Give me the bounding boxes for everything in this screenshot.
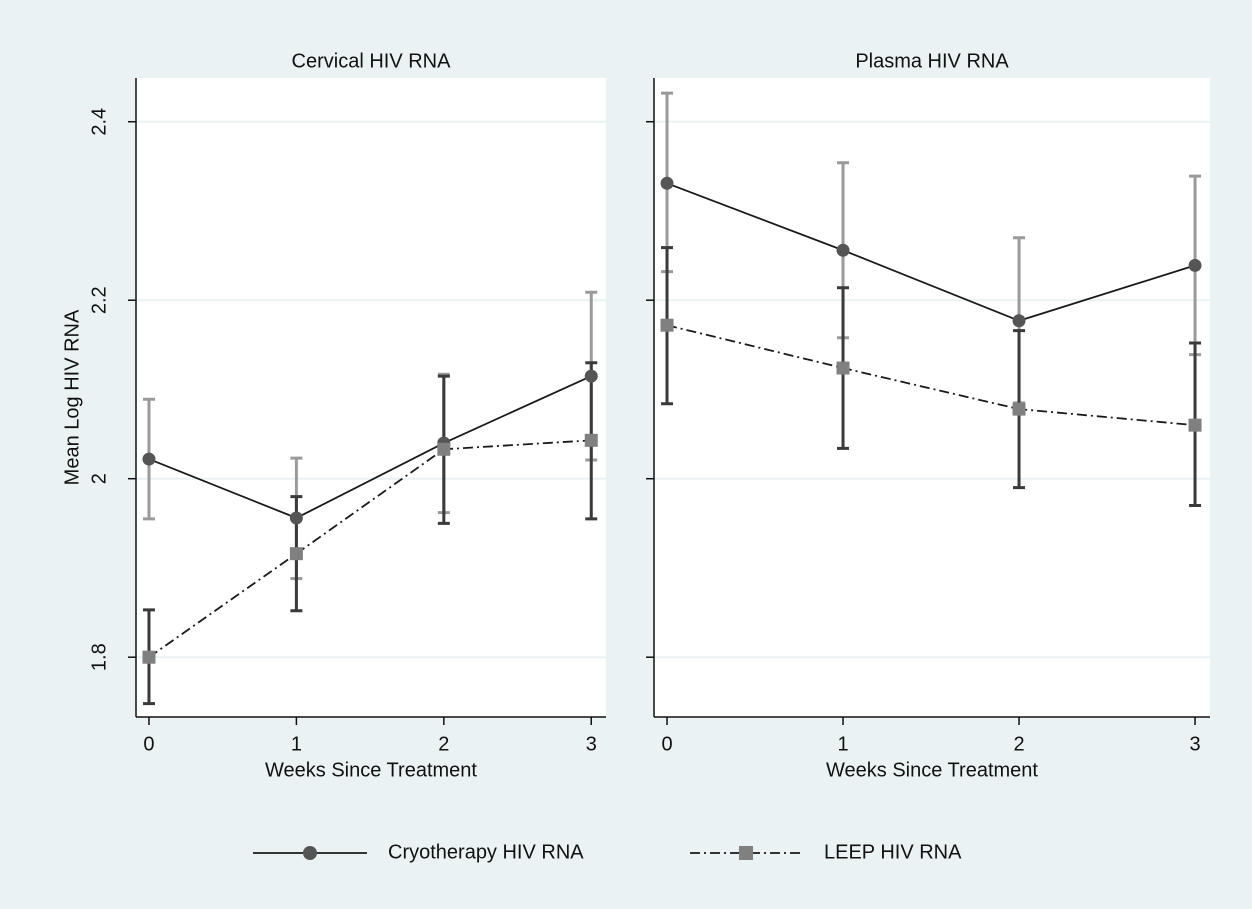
marker [836,243,850,257]
marker [1012,402,1026,416]
x-axis-label: Weeks Since Treatment [826,759,1038,781]
legend-marker [303,846,317,860]
plot-area [654,78,1210,717]
x-tick-label: 1 [837,733,848,755]
marker [660,176,674,190]
y-tick-label: 2.4 [88,108,110,136]
marker [289,511,303,525]
marker [1012,314,1026,328]
marker [836,361,850,375]
marker [1188,258,1202,272]
x-tick-label: 2 [1013,733,1024,755]
panel-title: Plasma HIV RNA [855,50,1009,72]
legend-label: Cryotherapy HIV RNA [388,841,584,863]
marker [289,547,303,561]
y-tick-label: 2.2 [88,286,110,314]
x-tick-label: 2 [438,733,449,755]
series-line [148,439,592,658]
legend-marker [739,846,753,860]
marker [437,442,451,456]
marker [584,433,598,447]
legend-label: LEEP HIV RNA [824,841,962,863]
x-tick-label: 3 [1189,733,1200,755]
x-tick-label: 3 [586,733,597,755]
x-tick-label: 1 [291,733,302,755]
marker [142,650,156,664]
y-tick-label: 2 [88,473,110,484]
x-axis-label: Weeks Since Treatment [265,759,477,781]
marker [142,452,156,466]
marker [1188,418,1202,432]
marker [584,369,598,383]
series-line [666,182,1196,322]
y-axis-label: Mean Log HIV RNA [61,309,83,485]
marker [660,318,674,332]
x-tick-label: 0 [661,733,672,755]
panel-title: Cervical HIV RNA [292,50,452,72]
x-tick-label: 0 [143,733,154,755]
y-tick-label: 1.8 [88,643,110,671]
plot-area [136,78,606,717]
series-line [148,375,592,519]
